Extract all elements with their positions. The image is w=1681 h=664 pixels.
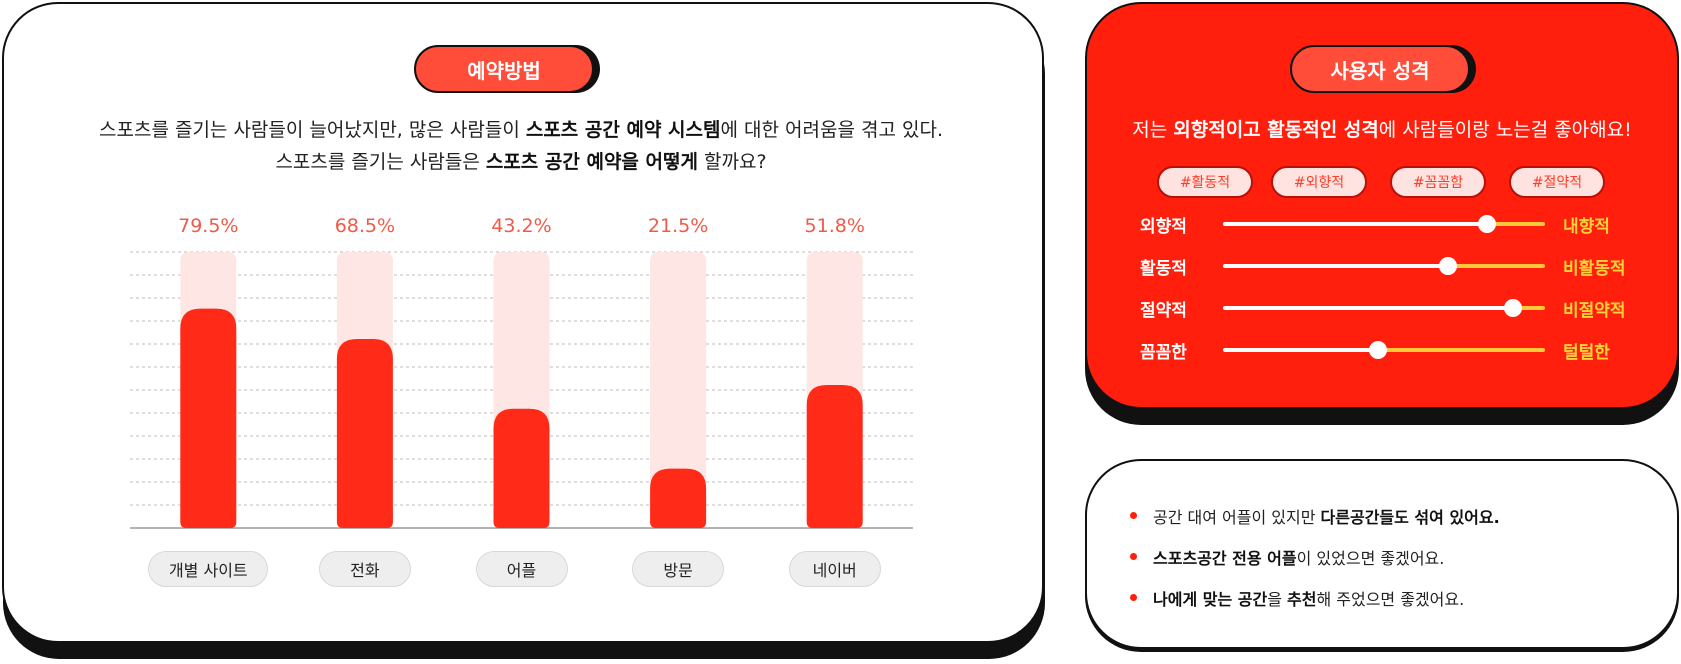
trait-left-label: 활동적 (1140, 259, 1187, 279)
bar-0 (180, 308, 237, 528)
bar-value-label: 68.5% (335, 215, 395, 237)
category-label: 어플 (475, 551, 568, 587)
trait-knob (1439, 257, 1458, 275)
reservation-method-title: 예약방법 (414, 45, 594, 93)
bar-2 (493, 408, 550, 528)
trait-right-label: 비절약적 (1563, 301, 1626, 321)
note-2: 스포츠공간 전용 어플이 있었으면 좋겠어요. (1153, 549, 1445, 568)
persona-title: 사용자 성격 (1290, 45, 1470, 93)
note-3: 나에게 맞는 공간을 추천해 주었으면 좋겠어요. (1153, 590, 1465, 609)
intro-line-1: 스포츠를 즐기는 사람들이 늘어났지만, 많은 사람들이 스포츠 공간 예약 시… (99, 119, 943, 141)
trait-left-label: 외향적 (1140, 217, 1187, 237)
trait-knob (1368, 341, 1387, 359)
bar-track (650, 252, 707, 528)
bar-value-label: 43.2% (491, 215, 551, 237)
note-1: 공간 대여 어플이 있지만 다른공간들도 섞여 있어요. (1153, 508, 1500, 527)
trait-track (1223, 264, 1545, 268)
category-label: 개별 사이트 (148, 551, 269, 587)
reservation-bar-chart: 79.5% 68.5% 43.2% 21.5% 51.8% (130, 215, 913, 529)
tag-extroverted: #외향적 (1271, 166, 1367, 198)
trait-left-label: 절약적 (1140, 301, 1187, 321)
bullet-dot (1130, 512, 1137, 519)
bullet-dot (1130, 594, 1137, 601)
bar-value-label: 51.8% (805, 215, 865, 237)
trait-right-label: 내향적 (1563, 217, 1610, 237)
trait-knob (1503, 299, 1522, 317)
tag-active: #활동적 (1157, 166, 1253, 198)
bar-4 (806, 385, 863, 528)
trait-track (1223, 306, 1545, 310)
trait-knob (1478, 215, 1497, 233)
category-label: 네이버 (788, 551, 881, 587)
bar-3 (650, 468, 707, 528)
trait-track (1223, 348, 1545, 352)
persona-quote: 저는 외향적이고 활동적인 성격에 사람들이랑 노는걸 좋아해요! (1132, 119, 1632, 141)
trait-right-label: 비활동적 (1563, 259, 1626, 279)
trait-left-label: 꼼꼼한 (1140, 343, 1187, 363)
trait-track (1223, 222, 1545, 226)
persona-header: 사용자 성격 (1290, 45, 1476, 93)
intro-line-2: 스포츠를 즐기는 사람들은 스포츠 공간 예약을 어떻게 할까요? (275, 151, 767, 173)
user-notes-card (1085, 459, 1679, 649)
category-label: 전화 (318, 551, 411, 587)
bullet-dot (1130, 553, 1137, 560)
tag-frugal: #절약적 (1509, 166, 1605, 198)
bar-value-label: 21.5% (648, 215, 708, 237)
trait-right-label: 털털한 (1563, 343, 1610, 363)
reservation-method-header: 예약방법 (414, 45, 600, 93)
tag-meticulous: #꼼꼼함 (1390, 166, 1486, 198)
bar-value-label: 79.5% (178, 215, 238, 237)
category-label: 방문 (632, 551, 725, 587)
bar-1 (336, 338, 393, 528)
